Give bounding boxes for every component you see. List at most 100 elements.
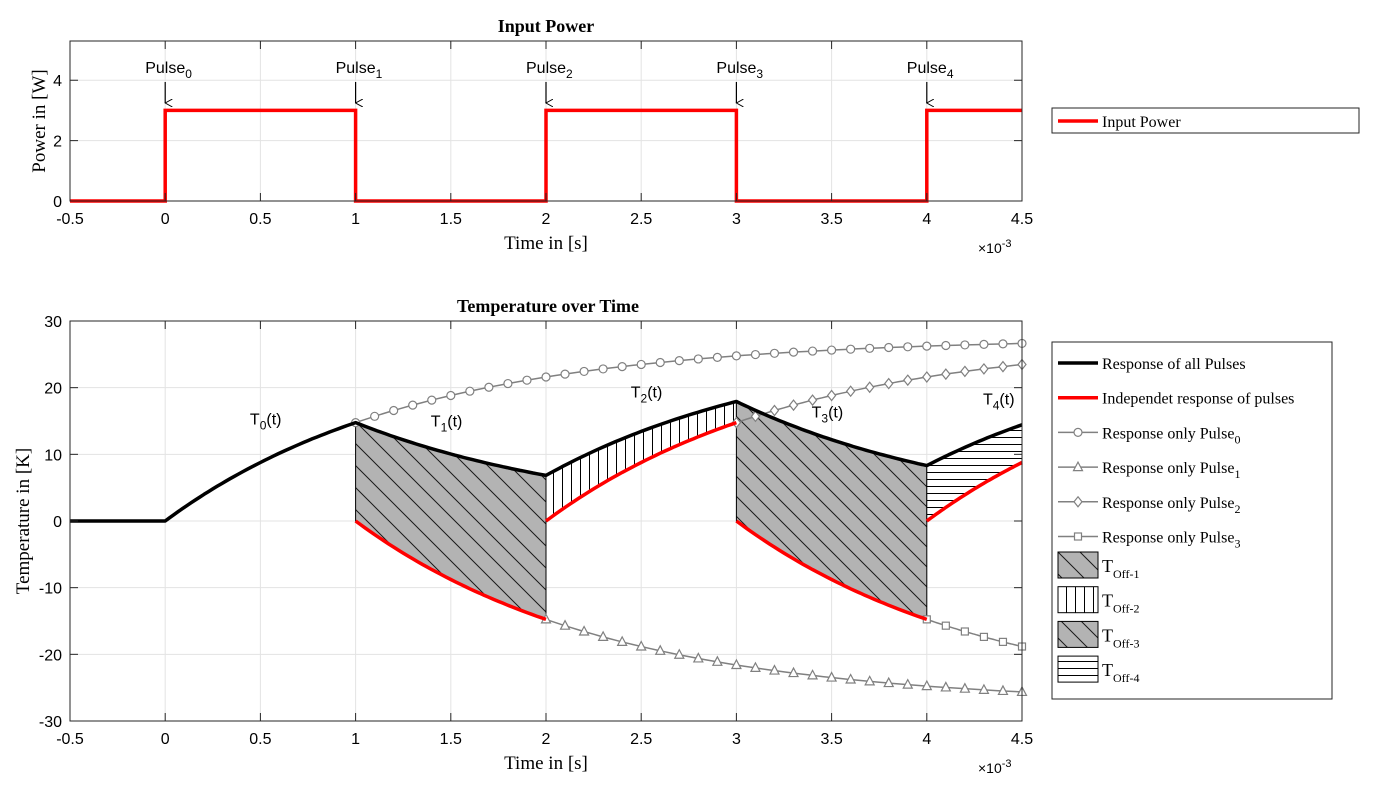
marker-diamond [826, 389, 837, 402]
curve-label-t4: T4(t) [983, 391, 1015, 412]
marker-circle [884, 342, 894, 353]
temperature-x-axis-label: Time in [s] [504, 753, 588, 774]
marker-circle [617, 362, 627, 372]
pulse-annotations: Pulse0 Pulse1 Pulse2 Pulse3 Pulse4 [145, 60, 954, 103]
marker-square [960, 627, 969, 636]
power-x-exponent: ×10-3 [978, 238, 1012, 256]
temperature-curve-labels: T0(t) T1(t) T2(t) T3(t) T4(t) [250, 385, 1015, 435]
marker-triangle [559, 619, 571, 630]
temperature-y-tick-label: -20 [39, 647, 62, 664]
series-response-only-pulse-2 [731, 358, 1027, 429]
single-pulse-line [545, 618, 1023, 693]
power-x-tick-label: 1 [351, 211, 360, 228]
temperature-x-tick-label: 4 [922, 731, 931, 748]
marker-square [1073, 532, 1083, 541]
marker-circle [541, 372, 551, 382]
marker-circle [427, 395, 437, 405]
independent-response-segment [544, 420, 737, 523]
power-x-axis-label: Time in [s] [504, 233, 588, 254]
legend-entry: Response only Pulse2 [1058, 495, 1240, 516]
marker-circle [446, 390, 456, 401]
power-x-tick-label: 3.5 [820, 211, 842, 228]
total-response-line [70, 399, 1023, 523]
region-t-off-4 [926, 424, 1023, 522]
marker-circle [769, 348, 780, 358]
marker-triangle [845, 673, 857, 684]
temperature-y-tick-label: 0 [53, 514, 62, 531]
temperature-total-series [70, 399, 1023, 523]
marker-triangle [597, 630, 609, 641]
independent-response-segment [925, 460, 1023, 523]
legend-swatch-hatch [1057, 620, 1099, 648]
marker-triangle [978, 683, 990, 694]
temperature-x-ticks: -0.5 0 0.5 1 1.5 2 2.5 3 3.5 4 4.5 [56, 321, 1033, 748]
power-chart: Input Power Pulse0 Pulse1 Pulse2 Pulse3 Puls… [29, 16, 1033, 256]
marker-triangle [768, 664, 780, 675]
marker-circle [503, 378, 513, 389]
temperature-single-pulse-series [351, 338, 1028, 697]
marker-triangle [959, 682, 971, 693]
legend-region-label: TOff-3 [1102, 625, 1139, 650]
marker-circle [731, 351, 742, 361]
temperature-x-tick-label: 1.5 [440, 731, 462, 748]
marker-diamond [788, 399, 799, 412]
pulse-label: Pulse1 [336, 60, 383, 81]
power-legend-label: Input Power [1102, 114, 1181, 131]
temperature-x-tick-label: 3.5 [820, 731, 842, 748]
marker-triangle [673, 648, 685, 659]
marker-triangle [940, 681, 952, 692]
independent-response-segment [354, 519, 547, 622]
marker-circle [788, 347, 799, 357]
series-response-only-pulse-3 [922, 615, 1027, 651]
marker-triangle [902, 678, 914, 689]
marker-diamond [941, 368, 951, 381]
marker-square [998, 637, 1008, 646]
marker-diamond [883, 377, 894, 390]
legend-label: Response only Pulse1 [1102, 460, 1240, 481]
marker-square [941, 621, 950, 630]
marker-triangle [807, 669, 819, 680]
marker-square [979, 632, 989, 641]
temperature-chart-title: Temperature over Time [457, 296, 639, 316]
marker-triangle [921, 679, 933, 691]
temperature-x-tick-label: -0.5 [56, 731, 84, 748]
temperature-y-tick-label: -30 [39, 714, 62, 731]
power-chart-title: Input Power [498, 16, 595, 36]
temperature-y-tick-label: -10 [39, 581, 62, 598]
power-x-tick-label: -0.5 [56, 211, 84, 228]
temperature-y-tick-label: 30 [44, 314, 62, 331]
temperature-legend-box [1051, 341, 1333, 700]
marker-circle [693, 354, 703, 364]
power-legend-box [1051, 107, 1360, 134]
temperature-hatched-regions [355, 400, 1023, 621]
series-response-only-pulse-1 [540, 613, 1028, 697]
marker-diamond [960, 365, 970, 378]
power-x-ticks: -0.5 0 0.5 1 1.5 2 2.5 3 3.5 4 4.5 [56, 41, 1033, 228]
marker-circle [465, 386, 475, 396]
legend-entry-region: TOff-2 [1057, 586, 1139, 616]
legend-region-label: TOff-2 [1102, 591, 1139, 616]
legend-swatch-hatch [1057, 586, 1099, 614]
legend-label: Response only Pulse2 [1102, 495, 1240, 516]
legend-label: Response of all Pulses [1102, 356, 1246, 373]
marker-triangle [654, 644, 666, 655]
marker-circle [560, 369, 570, 379]
legend-entry: Independet response of pulses [1058, 391, 1294, 408]
marker-diamond [902, 374, 913, 387]
marker-diamond [750, 410, 761, 423]
power-y-axis-label: Power in [W] [29, 69, 50, 172]
marker-circle [807, 346, 818, 356]
marker-circle [846, 344, 856, 354]
marker-circle [979, 339, 989, 349]
marker-circle [636, 359, 646, 370]
input-power-line [70, 108, 1022, 203]
power-x-tick-label: 4.5 [1011, 211, 1033, 228]
marker-circle [998, 339, 1008, 349]
marker-triangle [730, 658, 742, 670]
legend-entry: Response only Pulse1 [1058, 460, 1240, 481]
marker-circle [522, 375, 532, 385]
legend-label: Response only Pulse0 [1102, 425, 1240, 446]
marker-diamond [769, 404, 780, 417]
marker-diamond [1073, 495, 1083, 508]
series-response-only-pulse-0 [351, 338, 1027, 428]
